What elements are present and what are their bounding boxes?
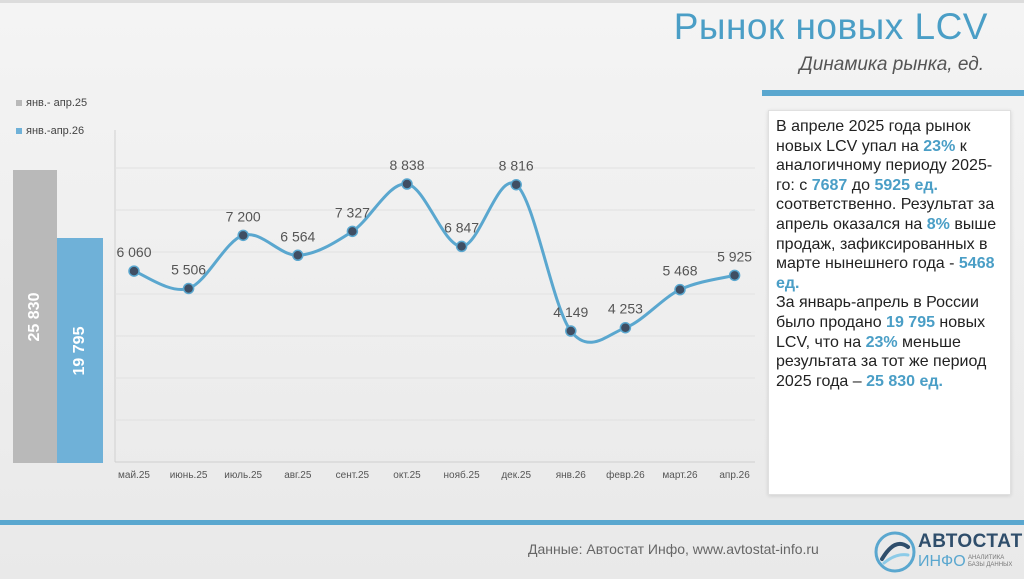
- data-label-7: 8 816: [499, 158, 534, 174]
- commentary-text-1: В апреле 2025 года рынок новых LCV упал …: [776, 118, 971, 155]
- legend-swatch-2026: [16, 128, 22, 134]
- data-point-5: [401, 178, 413, 190]
- commentary-highlight-7: 23%: [865, 333, 898, 351]
- commentary-text-6: За январь-апрель в России было продано: [776, 294, 979, 331]
- summary-bar-2026-label: 19 795: [71, 326, 88, 375]
- data-label-10: 5 468: [662, 263, 697, 279]
- footer-bar: [0, 520, 1024, 525]
- commentary-highlight-1: 23%: [923, 137, 956, 155]
- commentary-highlight-3: 5925 ед.: [874, 176, 938, 194]
- commentary-text-8: меньше результата за тот же период 2025 …: [776, 333, 987, 390]
- commentary-text-2: к аналогичному периоду 2025-го: с: [776, 137, 993, 194]
- chart-grid: [114, 130, 755, 463]
- data-label-6: 6 847: [444, 219, 479, 235]
- source-note: Данные: Автостат Инфо, www.avtostat-info…: [528, 541, 819, 557]
- data-label-3: 6 564: [280, 228, 315, 244]
- data-point-9: [619, 321, 632, 334]
- data-point-11: [728, 269, 741, 282]
- x-tick-label-6: нояб.25: [444, 469, 481, 481]
- data-point-10: [674, 283, 686, 296]
- page-subtitle: Динамика рынка, ед.: [799, 54, 984, 75]
- x-tick-label-1: июнь.25: [170, 470, 208, 481]
- commentary-highlight-6: 19 795: [886, 313, 935, 331]
- summary-bar-2025-slot: 25 830: [13, 170, 57, 463]
- legend-item-2026: янв.-апр.26: [16, 125, 84, 137]
- data-point-6: [455, 240, 468, 253]
- data-label-8: 4 149: [553, 304, 588, 320]
- legend-swatch-2025: [16, 100, 22, 106]
- commentary-text-3: до: [847, 176, 875, 194]
- series-points: [128, 178, 741, 337]
- commentary-highlight-8: 25 830 ед.: [866, 372, 943, 390]
- logo-tagline: АНАЛИТИКА БАЗЫ ДАННЫХ: [968, 555, 1013, 568]
- summary-bar-2025-label: 25 830: [26, 292, 43, 341]
- top-divider: [0, 0, 1024, 3]
- x-tick-label-10: март.26: [662, 470, 698, 481]
- commentary-highlight-4: 8%: [926, 215, 950, 233]
- commentary-highlight-2: 7687: [811, 176, 848, 194]
- logo-icon: [874, 531, 916, 573]
- data-label-2: 7 200: [226, 208, 261, 224]
- data-point-3: [292, 249, 304, 262]
- x-tick-label-9: февр.26: [606, 469, 645, 481]
- data-point-4: [346, 225, 359, 238]
- x-tick-label-5: окт.25: [393, 470, 421, 481]
- data-labels: 6 060 5 506 7 200 6 564 7 327 8 838 6 847 8 816…: [116, 157, 752, 320]
- commentary-box: В апреле 2025 года рынок новых LCV упал …: [768, 110, 1011, 495]
- x-tick-label-2: июль.25: [224, 470, 262, 481]
- data-label-1: 5 506: [171, 261, 206, 277]
- x-tick-label-0: май.25: [118, 470, 150, 481]
- data-label-0: 6 060: [116, 244, 151, 260]
- summary-bar-2025: 25 830: [13, 170, 57, 463]
- logo-main-text: АВТОСТАТ: [918, 531, 1023, 552]
- commentary-text-4: соответственно. Результат за апрель оказ…: [776, 196, 995, 233]
- data-point-1: [182, 282, 195, 295]
- data-label-4: 7 327: [335, 204, 370, 220]
- series-line: [132, 181, 737, 344]
- x-tick-label-7: дек.25: [501, 470, 531, 481]
- commentary-text-7: новых LCV, что на: [776, 313, 986, 351]
- page-title: Рынок новых LCV: [673, 6, 988, 47]
- commentary-highlight-5: 5468 ед.: [776, 255, 995, 292]
- accent-line: [762, 90, 1024, 96]
- logo-sub-text: ИНФО: [918, 553, 966, 570]
- legend-label-2025: янв.- апр.25: [26, 97, 88, 109]
- x-tick-labels: май.25 июнь.25 июль.25 авг.25 сент.25 окт.25 н…: [118, 469, 750, 481]
- x-tick-label-4: сент.25: [336, 470, 370, 481]
- data-point-8: [565, 325, 577, 337]
- data-label-11: 5 925: [717, 248, 752, 264]
- data-point-7: [510, 178, 522, 191]
- x-tick-label-11: апр.26: [719, 470, 750, 481]
- x-tick-label-8: янв.26: [556, 470, 587, 481]
- summary-bar-2026: 19 795: [57, 238, 103, 463]
- summary-bars: 25 830 19 795: [13, 170, 103, 463]
- data-label-9: 4 253: [608, 301, 643, 317]
- summary-bar-2026-slot: 19 795: [57, 170, 103, 463]
- data-point-2: [237, 229, 249, 242]
- data-point-0: [128, 265, 140, 277]
- legend-label-2026: янв.-апр.26: [26, 125, 85, 137]
- legend-item-2025: янв.- апр.25: [16, 97, 87, 109]
- x-tick-label-3: авг.25: [284, 470, 312, 481]
- data-label-5: 8 838: [389, 157, 424, 173]
- line-chart: 6 060 5 506 7 200 6 564 7 327 8 838 6 847 8 816…: [114, 130, 755, 481]
- avtostat-logo: АВТОСТАТ ИНФО АНАЛИТИКА БАЗЫ ДАННЫХ: [872, 528, 1022, 576]
- commentary-text-5: выше продаж, зафиксированных в марте нын…: [776, 215, 997, 273]
